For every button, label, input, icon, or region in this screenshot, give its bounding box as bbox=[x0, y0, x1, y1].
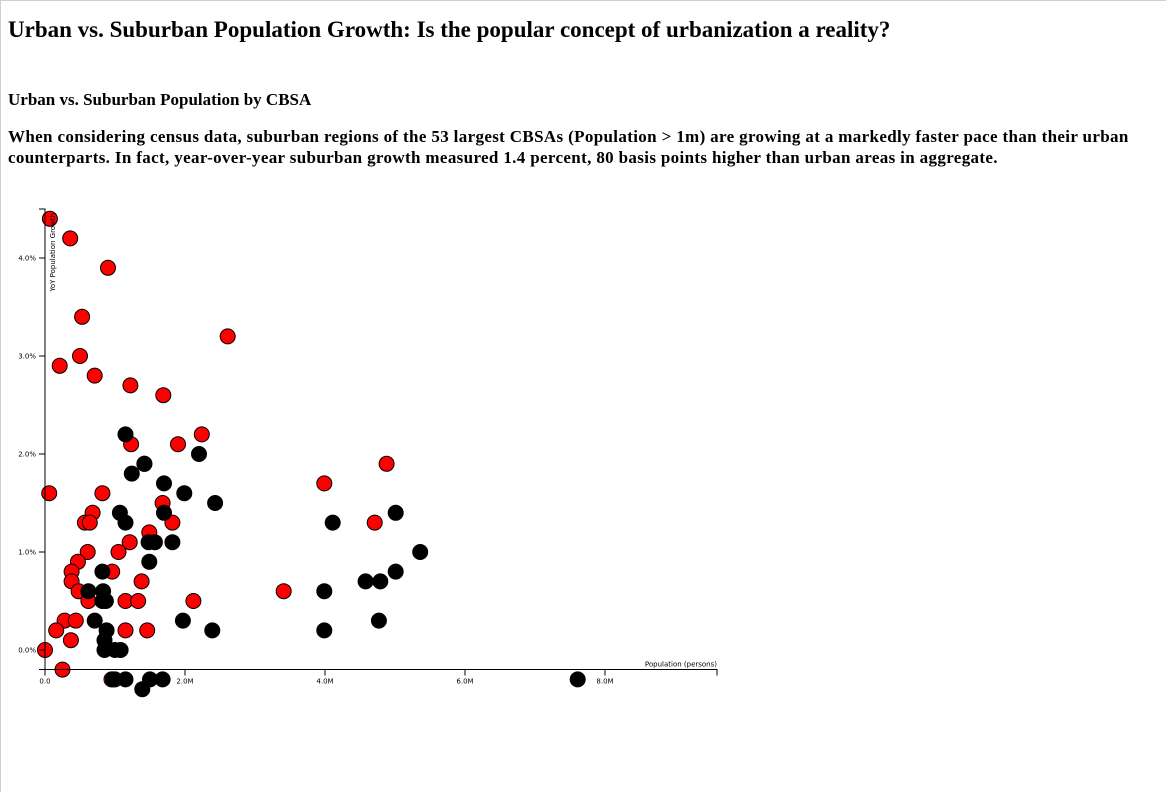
black-point bbox=[136, 455, 153, 472]
x-axis: 0.0 2.0M 4.0M 6.0M 8.0M bbox=[39, 669, 718, 686]
red-point bbox=[94, 485, 111, 502]
black-point bbox=[207, 495, 224, 511]
black-point bbox=[154, 671, 171, 688]
red-point bbox=[48, 622, 65, 639]
black-point bbox=[156, 504, 172, 521]
y-tick-label: 3.0% bbox=[18, 353, 36, 361]
red-point bbox=[41, 210, 58, 227]
red-point bbox=[81, 514, 98, 531]
red-point bbox=[117, 622, 134, 639]
black-point bbox=[86, 612, 103, 629]
red-point bbox=[110, 544, 127, 560]
y-tick-label: 1.0% bbox=[18, 549, 36, 557]
red-point bbox=[79, 544, 96, 560]
red-point bbox=[130, 593, 147, 609]
black-point bbox=[94, 563, 111, 580]
red-point bbox=[378, 455, 395, 472]
red-point bbox=[74, 308, 91, 325]
red-point bbox=[275, 583, 292, 600]
black-point bbox=[357, 573, 374, 590]
black-point bbox=[412, 544, 429, 560]
black-point bbox=[387, 563, 404, 580]
y-axis-label: YoY Population Growth bbox=[49, 213, 57, 292]
black-point bbox=[370, 612, 387, 629]
black-point bbox=[191, 446, 207, 462]
red-point bbox=[122, 377, 139, 394]
black-point bbox=[117, 426, 134, 443]
red-point bbox=[100, 259, 116, 276]
data-points bbox=[37, 210, 586, 698]
y-axis: 0.0% 1.0% 2.0% 3.0% 4.0% bbox=[18, 208, 46, 671]
black-point bbox=[176, 485, 193, 502]
red-point bbox=[121, 534, 138, 551]
black-point bbox=[324, 514, 341, 531]
black-point bbox=[134, 681, 151, 698]
y-tick-label: 2.0% bbox=[18, 451, 36, 459]
y-tick-label: 4.0% bbox=[18, 255, 36, 263]
black-point bbox=[569, 671, 586, 688]
black-point bbox=[97, 593, 114, 609]
black-point bbox=[204, 622, 221, 639]
red-point bbox=[41, 485, 58, 502]
red-point bbox=[185, 593, 202, 609]
chart-subtitle: Urban vs. Suburban Population by CBSA bbox=[8, 90, 312, 109]
red-point bbox=[170, 436, 186, 453]
red-point bbox=[219, 328, 236, 345]
black-point bbox=[80, 583, 97, 600]
plot-area: 0.0 2.0M 4.0M 6.0M 8.0M 0.0% 1.0% 2.0% 3.0% 4.0%… bbox=[18, 208, 718, 698]
black-point bbox=[123, 465, 140, 482]
black-point bbox=[117, 514, 134, 531]
black-point bbox=[387, 504, 404, 521]
x-tick-label: 0.0 bbox=[39, 678, 50, 686]
y-tick-label: 0.0% bbox=[18, 647, 36, 655]
red-point bbox=[62, 632, 79, 649]
x-tick-label: 6.0M bbox=[456, 678, 473, 686]
black-point bbox=[174, 612, 191, 629]
x-axis-label: Population (persons) bbox=[645, 661, 717, 669]
red-point bbox=[155, 387, 172, 404]
black-point bbox=[372, 573, 389, 590]
black-point bbox=[316, 622, 333, 639]
black-point bbox=[164, 534, 181, 551]
x-tick-label: 8.0M bbox=[596, 678, 613, 686]
black-point bbox=[112, 642, 129, 658]
chart-description: When considering census data, suburban r… bbox=[8, 127, 1129, 167]
y-axis-line bbox=[39, 208, 46, 671]
red-point bbox=[72, 348, 88, 364]
scatter-chart: 0.0 2.0M 4.0M 6.0M 8.0M 0.0% 1.0% 2.0% 3.0% 4.0%… bbox=[18, 208, 718, 698]
red-point bbox=[193, 426, 210, 443]
red-point bbox=[316, 475, 333, 492]
black-point bbox=[141, 553, 158, 570]
red-point bbox=[51, 357, 68, 374]
black-point bbox=[117, 671, 134, 688]
red-point bbox=[366, 514, 383, 531]
red-point bbox=[139, 622, 156, 639]
page-title: Urban vs. Suburban Population Growth: Is… bbox=[8, 17, 891, 42]
red-point bbox=[67, 612, 84, 629]
black-point bbox=[146, 534, 163, 551]
black-point bbox=[156, 475, 172, 492]
red-point bbox=[86, 367, 103, 384]
red-point bbox=[133, 573, 150, 590]
red-point bbox=[62, 230, 79, 247]
x-tick-label: 2.0M bbox=[176, 678, 193, 686]
black-point bbox=[316, 583, 333, 600]
x-tick-label: 4.0M bbox=[316, 678, 333, 686]
